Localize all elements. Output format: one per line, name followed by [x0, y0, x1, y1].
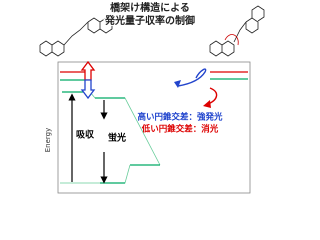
note-low: 低い円錐交差：消光: [141, 124, 219, 135]
figure: 橋架け構造による 発光量子収率の制御 Energy 吸収 蛍光 高い円錐交差：強…: [39, 0, 265, 194]
blue-curve-arrow: [177, 68, 207, 87]
molecule-left: [39, 17, 113, 57]
title-line2: 発光量子収率の制御: [104, 14, 195, 27]
frame: [57, 61, 251, 194]
red-arrow-head: [203, 100, 211, 108]
title-line1: 橋架け構造による: [110, 1, 190, 14]
blue-arrow-head: [174, 80, 181, 88]
axis-label: Energy: [44, 128, 52, 153]
absorption-label: 吸収: [76, 129, 95, 141]
molecule-right: [209, 5, 265, 57]
double-arrow: [80, 60, 96, 100]
fluorescence-label: 蛍光: [108, 132, 126, 144]
note-high: 高い円錐交差：強発光: [137, 112, 223, 123]
